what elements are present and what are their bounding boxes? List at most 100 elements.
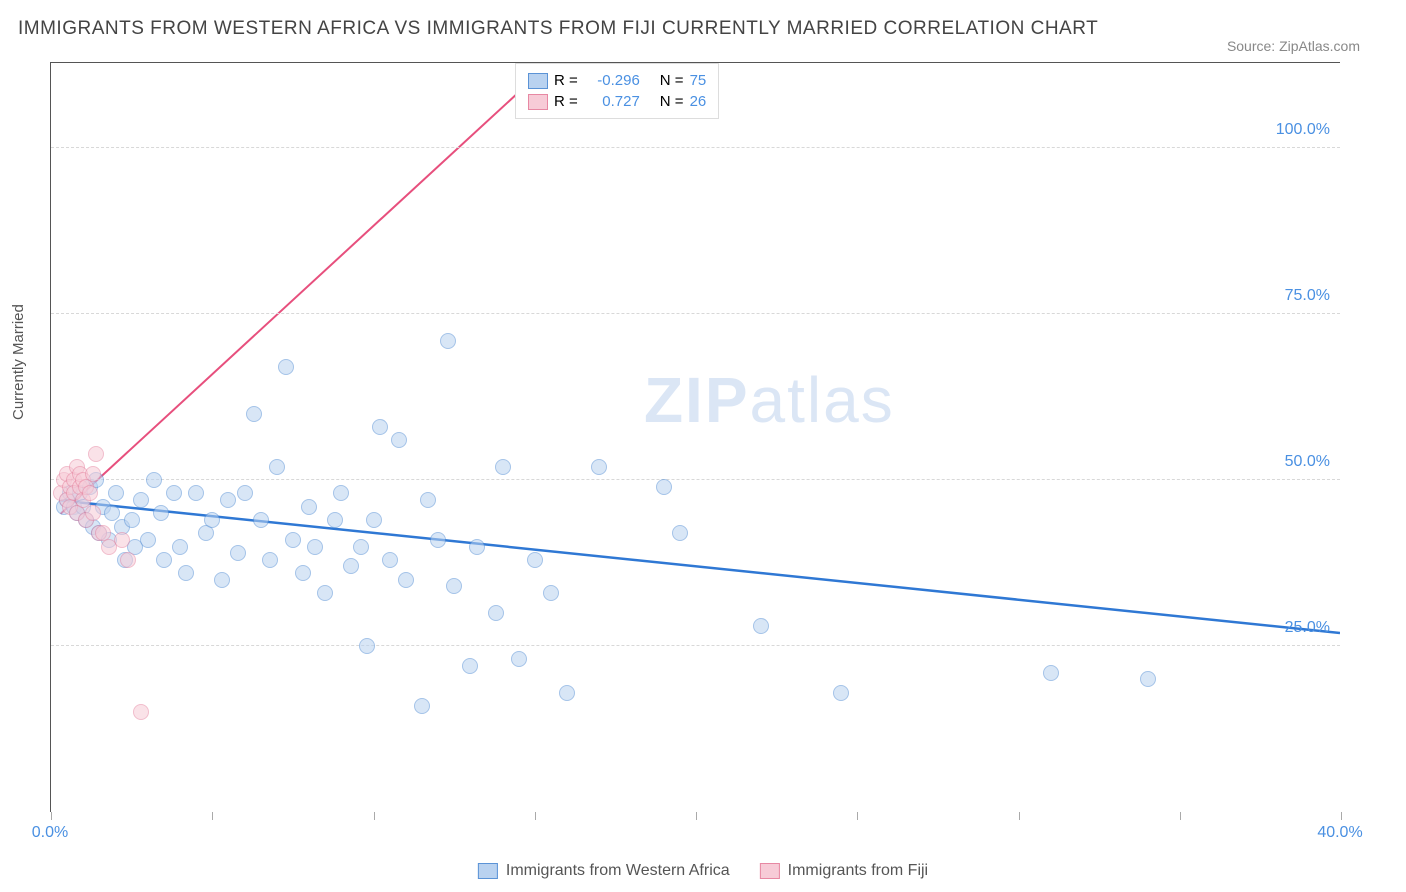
data-point [753,618,769,634]
swatch-icon [528,73,548,89]
data-point [85,466,101,482]
data-point [353,539,369,555]
data-point [133,704,149,720]
data-point [366,512,382,528]
data-point [1043,665,1059,681]
data-point [220,492,236,508]
xtick-label: 0.0% [32,824,68,842]
data-point [253,512,269,528]
watermark: ZIPatlas [644,363,895,437]
series-name: Immigrants from Western Africa [506,862,730,880]
data-point [591,459,607,475]
r-label: R = [554,72,578,89]
data-point [391,432,407,448]
xtick-label: 40.0% [1317,824,1362,842]
xtick [857,812,858,820]
data-point [133,492,149,508]
legend-item: Immigrants from Western Africa [478,862,730,880]
chart-title: IMMIGRANTS FROM WESTERN AFRICA VS IMMIGR… [18,18,1388,40]
ytick-label: 50.0% [1285,453,1330,471]
n-value: 26 [690,93,707,110]
legend-item: Immigrants from Fiji [760,862,928,880]
data-point [140,532,156,548]
data-point [372,419,388,435]
data-point [656,479,672,495]
data-point [1140,671,1156,687]
data-point [446,578,462,594]
watermark-bold: ZIP [644,364,750,436]
xtick [1180,812,1181,820]
data-point [88,446,104,462]
source-label: Source: ZipAtlas.com [1227,38,1360,54]
data-point [414,698,430,714]
data-point [114,532,130,548]
n-value: 75 [690,72,707,89]
ytick-label: 25.0% [1285,619,1330,637]
legend-series: Immigrants from Western Africa Immigrants… [478,862,928,880]
data-point [120,552,136,568]
gridline [51,479,1340,480]
xtick [51,812,52,820]
data-point [495,459,511,475]
ytick-label: 75.0% [1285,287,1330,305]
data-point [246,406,262,422]
data-point [230,545,246,561]
xtick [1019,812,1020,820]
data-point [343,558,359,574]
watermark-light: atlas [750,364,895,436]
data-point [188,485,204,501]
data-point [527,552,543,568]
data-point [146,472,162,488]
data-point [672,525,688,541]
xtick [212,812,213,820]
data-point [214,572,230,588]
data-point [327,512,343,528]
xtick [374,812,375,820]
data-point [333,485,349,501]
legend-row: R = 0.727 N = 26 [528,91,706,112]
data-point [559,685,575,701]
data-point [359,638,375,654]
data-point [108,485,124,501]
r-value: 0.727 [584,93,640,110]
data-point [278,359,294,375]
xtick [1341,812,1342,820]
data-point [295,565,311,581]
gridline [51,645,1340,646]
data-point [462,658,478,674]
swatch-icon [760,863,780,879]
data-point [301,499,317,515]
data-point [156,552,172,568]
data-point [833,685,849,701]
y-axis-label: Currently Married [10,304,27,420]
data-point [178,565,194,581]
swatch-icon [528,94,548,110]
n-label: N = [660,93,684,110]
data-point [262,552,278,568]
xtick [696,812,697,820]
xtick [535,812,536,820]
r-label: R = [554,93,578,110]
data-point [382,552,398,568]
data-point [237,485,253,501]
data-point [124,512,140,528]
gridline [51,313,1340,314]
data-point [172,539,188,555]
data-point [398,572,414,588]
data-point [204,512,220,528]
n-label: N = [660,72,684,89]
data-point [469,539,485,555]
data-point [488,605,504,621]
series-name: Immigrants from Fiji [788,862,928,880]
data-point [543,585,559,601]
data-point [430,532,446,548]
plot-area: ZIPatlas R = -0.296 N = 75 R = 0.727 N = 26 25.… [50,62,1340,812]
data-point [420,492,436,508]
data-point [285,532,301,548]
trend-lines [51,63,1340,812]
r-value: -0.296 [584,72,640,89]
data-point [82,485,98,501]
data-point [166,485,182,501]
data-point [307,539,323,555]
data-point [269,459,285,475]
